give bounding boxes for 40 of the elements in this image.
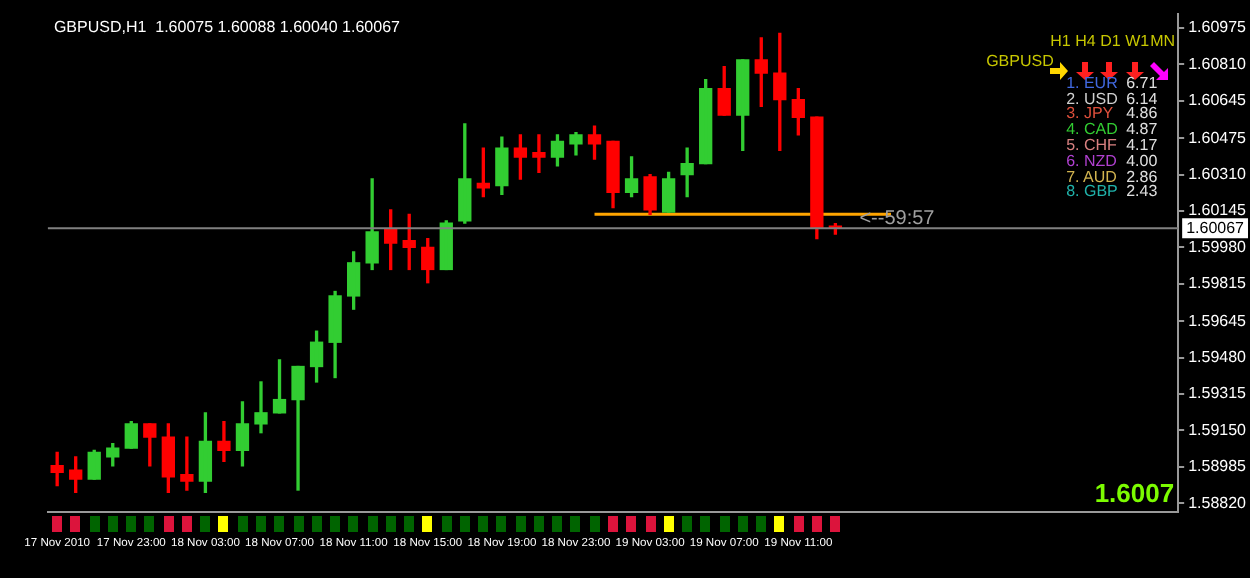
annotation: MN (1150, 31, 1176, 50)
annotation: 5. CHF (1066, 136, 1117, 154)
annotation: 4. CAD (1066, 120, 1118, 139)
annotation: 6.14 (1126, 89, 1158, 108)
annotation: 4.86 (1126, 104, 1158, 123)
annotation: 6.71 (1126, 73, 1158, 92)
annotation: 3. JPY (1066, 104, 1114, 123)
chart-title: GBPUSD,H1 1.60075 1.60088 1.60040 1.60067 (53, 18, 402, 37)
y-tick-label: 1.60975 (1188, 18, 1248, 37)
y-tick-label: 1.60475 (1188, 128, 1248, 147)
ref-line-label: 1.60067 (1186, 218, 1246, 237)
y-tick-label: 1.59150 (1188, 420, 1248, 439)
y-tick-label: 1.59480 (1188, 348, 1248, 367)
y-tick-label: 1.59315 (1188, 384, 1248, 403)
annotation: GBPUSD (986, 51, 1054, 70)
annotation: 4.17 (1126, 136, 1158, 154)
annotation: 1. EUR (1066, 73, 1118, 92)
annotation: <--59:57 (859, 207, 936, 230)
annotation: 4.87 (1126, 120, 1158, 139)
annotation: H4 (1075, 31, 1096, 50)
y-tick-label: 1.60310 (1188, 165, 1248, 184)
annotation: D1 (1100, 31, 1121, 50)
annotation: 6. NZD (1066, 151, 1117, 170)
annotation: 7. AUD (1066, 167, 1117, 186)
y-tick-label: 1.60145 (1188, 201, 1248, 220)
y-tick-label: 1.59645 (1188, 311, 1248, 330)
y-tick-label: 1.58820 (1188, 493, 1248, 512)
annotation: W1 (1125, 31, 1150, 50)
annotation: H1 (1050, 31, 1071, 50)
annotation: 2. USD (1066, 89, 1118, 108)
annotation: 8. GBP (1066, 182, 1118, 201)
annotation: 1.6007 (1094, 478, 1175, 509)
y-tick-label: 1.59980 (1188, 237, 1248, 256)
annotation: 4.00 (1126, 151, 1158, 170)
annotation: 2.86 (1126, 167, 1158, 186)
y-tick-label: 1.60645 (1188, 91, 1248, 110)
annotation: 2.43 (1126, 182, 1158, 201)
y-tick-label: 1.59815 (1188, 274, 1248, 293)
y-tick-label: 1.60810 (1188, 54, 1248, 73)
y-tick-label: 1.58985 (1188, 457, 1248, 476)
